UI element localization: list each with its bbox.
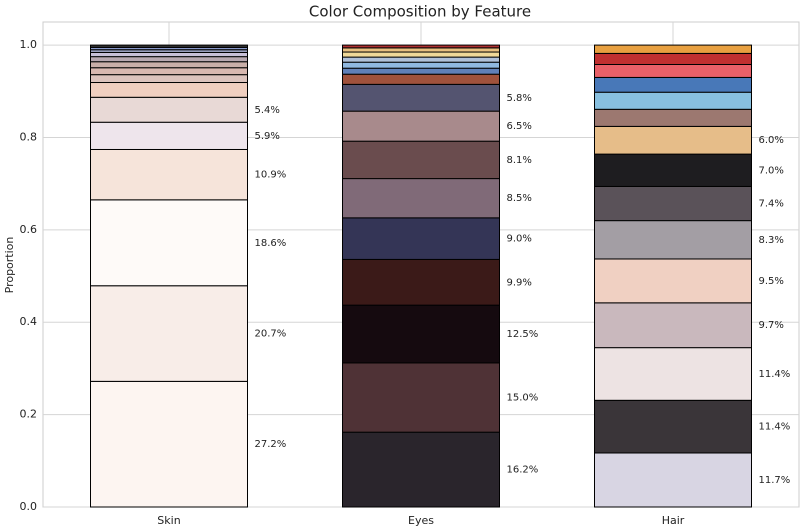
bar-segment <box>594 44 752 54</box>
bar-segment <box>342 362 500 433</box>
bar-segment <box>90 44 248 48</box>
value-label: 8.5% <box>507 193 532 204</box>
x-tick-label: Eyes <box>408 514 434 527</box>
value-label: 10.9% <box>255 170 287 181</box>
value-label: 7.4% <box>759 199 784 210</box>
bar-segment <box>342 83 500 112</box>
bar-segment <box>594 452 752 508</box>
value-label: 11.4% <box>759 369 791 380</box>
bar-segment <box>342 110 500 142</box>
bar-segment <box>342 258 500 306</box>
bar-segment <box>594 220 752 260</box>
value-label: 9.7% <box>759 320 784 331</box>
bar-segment <box>342 140 500 180</box>
bar-segment <box>90 82 248 98</box>
bar-segment <box>90 74 248 84</box>
value-label: 20.7% <box>255 329 287 340</box>
y-axis-label: Proportion <box>3 237 16 294</box>
y-tick-label: 1.0 <box>20 38 38 51</box>
bar-segment <box>90 121 248 150</box>
value-label: 5.9% <box>255 131 280 142</box>
x-tick-label: Skin <box>157 514 180 527</box>
value-label: 6.0% <box>759 135 784 146</box>
value-label: 27.2% <box>255 439 287 450</box>
bar-segment <box>90 56 248 63</box>
bar-segment <box>342 67 500 75</box>
value-label: 8.3% <box>759 235 784 246</box>
y-tick-label: 0.0 <box>20 500 38 513</box>
value-label: 6.5% <box>507 121 532 132</box>
bar-segment <box>90 380 248 508</box>
value-label: 9.9% <box>507 277 532 288</box>
bar-segment <box>594 153 752 187</box>
value-label: 11.7% <box>759 475 791 486</box>
bar-segment <box>342 304 500 364</box>
bar-segment <box>342 431 500 508</box>
bar-segment <box>594 63 752 78</box>
bar-segment <box>342 44 500 49</box>
bar-segment <box>90 148 248 201</box>
bar-segment <box>90 199 248 287</box>
y-tick-label: 0.8 <box>20 130 38 143</box>
bar-segment <box>594 125 752 155</box>
y-tick-label: 0.4 <box>20 315 38 328</box>
y-tick-label: 0.6 <box>20 223 38 236</box>
bar-segment <box>594 76 752 93</box>
value-label: 9.5% <box>759 276 784 287</box>
bar-segment <box>594 91 752 110</box>
value-label: 12.5% <box>507 329 539 340</box>
bar-segment <box>90 96 248 123</box>
value-label: 5.4% <box>255 105 280 116</box>
x-tick-label: Hair <box>662 514 685 527</box>
value-label: 11.4% <box>759 422 791 433</box>
bar-segment <box>594 185 752 222</box>
chart-title: Color Composition by Feature <box>309 3 531 21</box>
value-label: 9.0% <box>507 234 532 245</box>
bar-segment <box>342 217 500 260</box>
value-label: 8.1% <box>507 155 532 166</box>
bar-segment <box>90 67 248 76</box>
bar-segment <box>90 61 248 69</box>
bar-segment <box>342 61 500 69</box>
value-label: 15.0% <box>507 393 539 404</box>
bar-segment <box>342 178 500 219</box>
bar-segment <box>342 47 500 53</box>
y-tick-label: 0.2 <box>20 408 38 421</box>
bar-segment <box>342 56 500 63</box>
bar-segment <box>594 302 752 349</box>
bar-segment <box>594 347 752 401</box>
bar-segment <box>594 52 752 65</box>
value-label: 18.6% <box>255 238 287 249</box>
value-label: 7.0% <box>759 165 784 176</box>
bar-segment <box>342 51 500 58</box>
bar-segment <box>90 51 248 58</box>
value-label: 16.2% <box>507 465 539 476</box>
bar-segment <box>594 258 752 304</box>
bar-segment <box>342 73 500 85</box>
bar-segment <box>594 399 752 454</box>
bar-segment <box>90 285 248 382</box>
value-label: 5.8% <box>507 93 532 104</box>
bar-segment <box>594 108 752 127</box>
